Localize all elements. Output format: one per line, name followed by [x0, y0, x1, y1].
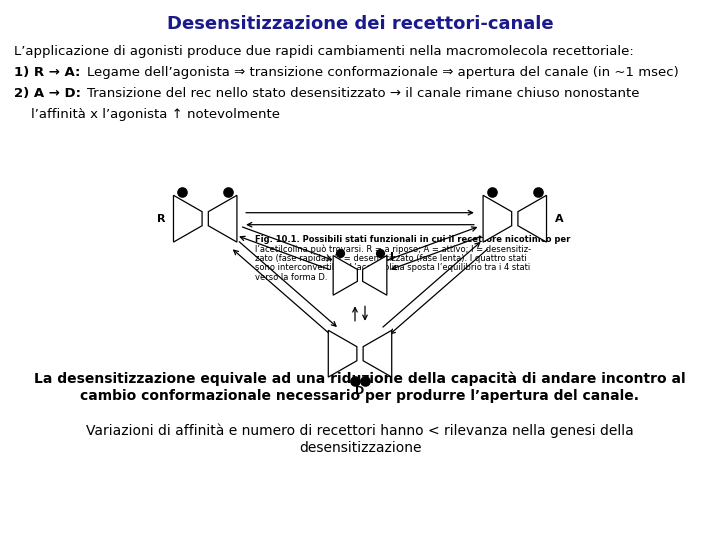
- Text: L’applicazione di agonisti produce due rapidi cambiamenti nella macromolecola re: L’applicazione di agonisti produce due r…: [14, 45, 634, 58]
- Text: 2) A → D:: 2) A → D:: [14, 87, 86, 100]
- Polygon shape: [174, 195, 202, 242]
- Polygon shape: [518, 195, 546, 242]
- Polygon shape: [483, 195, 512, 242]
- Text: R: R: [157, 214, 165, 224]
- Text: sono interconvertibili. L’acetilcolina sposta l’equilibrio tra i 4 stati: sono interconvertibili. L’acetilcolina s…: [255, 264, 530, 273]
- Polygon shape: [363, 255, 387, 295]
- Text: l’affinità x l’agonista ↑ notevolmente: l’affinità x l’agonista ↑ notevolmente: [14, 108, 280, 121]
- Text: desensitizzazione: desensitizzazione: [299, 441, 421, 455]
- Polygon shape: [333, 255, 357, 295]
- Text: I: I: [390, 252, 394, 262]
- Text: l’acetilcolina può trovarsi. R = a riposo; A = attivo; I = desensitiz-: l’acetilcolina può trovarsi. R = a ripos…: [255, 245, 531, 254]
- Text: A: A: [555, 214, 564, 224]
- Text: D: D: [356, 386, 364, 396]
- Polygon shape: [363, 330, 392, 377]
- Polygon shape: [328, 330, 357, 377]
- Text: verso la forma D.: verso la forma D.: [255, 273, 328, 282]
- Polygon shape: [208, 195, 237, 242]
- Text: Fig. 10.1. Possibili stati funzionali in cui il recettore nicotinico per: Fig. 10.1. Possibili stati funzionali in…: [255, 235, 570, 244]
- Text: 1) R → A:: 1) R → A:: [14, 66, 85, 79]
- Text: Legame dell’agonista ⇒ transizione conformazionale ⇒ apertura del canale (in ~1 : Legame dell’agonista ⇒ transizione confo…: [87, 66, 679, 79]
- Text: La desensitizzazione equivale ad una riduzione della capacità di andare incontro: La desensitizzazione equivale ad una rid…: [34, 372, 686, 387]
- Text: zato (fase rapida); D = desensitizzato (fase lenta). I quattro stati: zato (fase rapida); D = desensitizzato (…: [255, 254, 527, 263]
- Text: Variazioni di affinità e numero di recettori hanno < rilevanza nella genesi dell: Variazioni di affinità e numero di recet…: [86, 424, 634, 438]
- Text: cambio conformazionale necessario per produrre l’apertura del canale.: cambio conformazionale necessario per pr…: [81, 389, 639, 403]
- Text: Transizione del rec nello stato desensitizzato → il canale rimane chiuso nonosta: Transizione del rec nello stato desensit…: [87, 87, 639, 100]
- Text: Desensitizzazione dei recettori-canale: Desensitizzazione dei recettori-canale: [167, 15, 553, 33]
